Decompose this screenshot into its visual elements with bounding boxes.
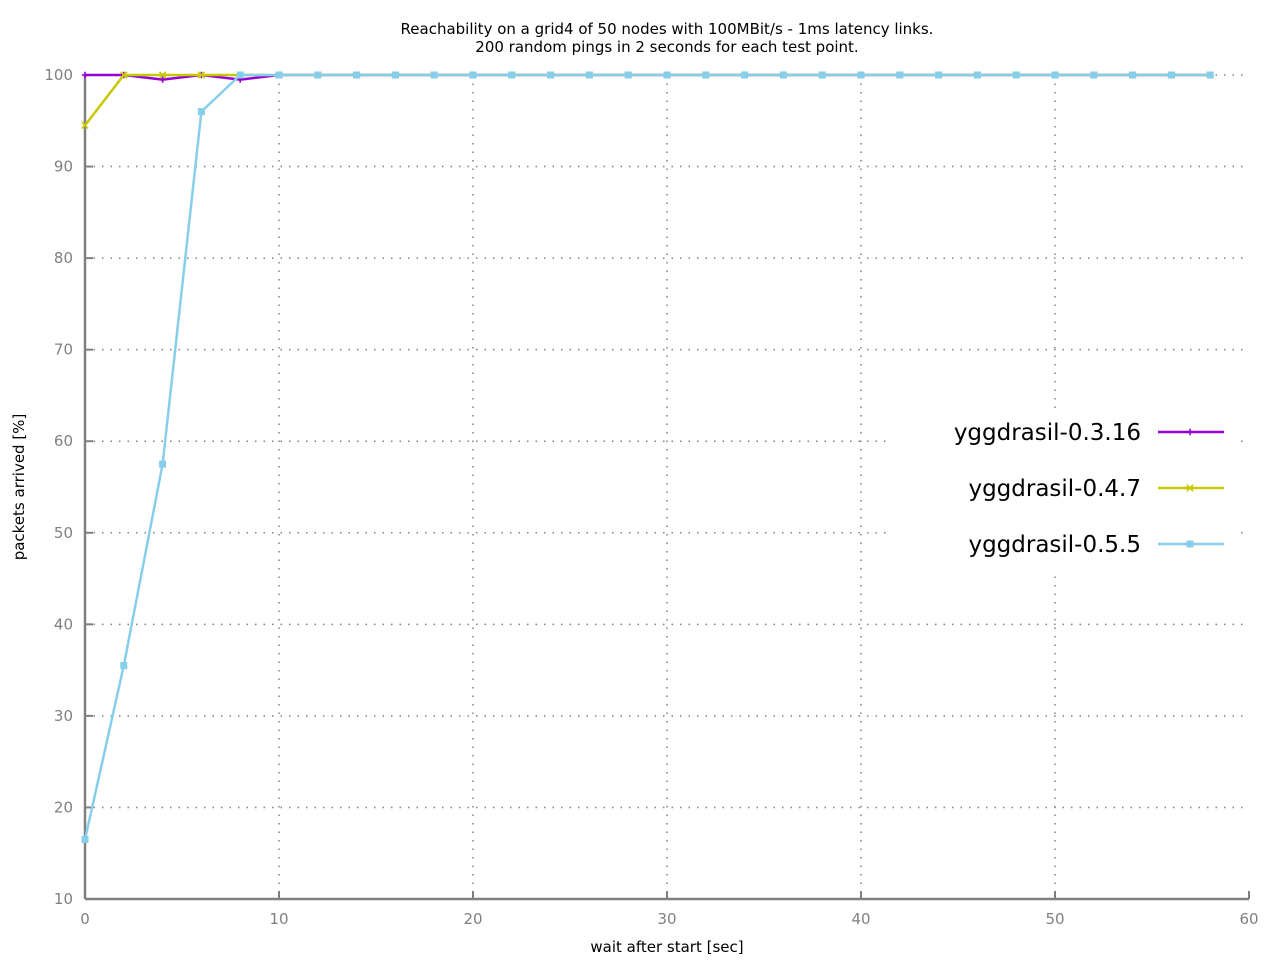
y-tick-label: 20	[54, 798, 73, 816]
data-point	[896, 71, 904, 79]
data-point	[818, 71, 826, 79]
data-point	[1167, 71, 1175, 79]
data-point	[1206, 71, 1214, 79]
data-point	[624, 71, 632, 79]
data-point	[585, 71, 593, 79]
data-point	[1012, 71, 1020, 79]
legend-label: yggdrasil-0.5.5	[968, 532, 1141, 558]
y-tick-label: 50	[54, 524, 73, 542]
tick-labels: 0 10 20 30 40 50 60 10 20 30 40 50 60 70 80 90 100	[44, 66, 1258, 928]
x-tick-label: 30	[657, 910, 676, 928]
y-tick-label: 70	[54, 341, 73, 359]
data-point	[935, 71, 943, 79]
data-point	[469, 71, 477, 79]
data-point	[159, 76, 166, 83]
legend-marker	[1186, 428, 1194, 436]
data-point	[197, 71, 206, 79]
data-point	[197, 108, 205, 116]
data-point	[1129, 71, 1137, 79]
data-point	[779, 71, 787, 79]
data-point	[391, 71, 399, 79]
data-point	[81, 121, 89, 130]
x-tick-label: 50	[1045, 910, 1064, 928]
data-point	[353, 71, 361, 79]
y-axis-label: packets arrived [%]	[10, 414, 28, 561]
axes	[83, 74, 1250, 901]
legend-marker	[1186, 484, 1194, 492]
data-point	[857, 71, 865, 79]
data-point	[430, 71, 438, 79]
data-point	[81, 835, 89, 843]
y-tick-label: 30	[54, 707, 73, 725]
x-tick-label: 10	[269, 910, 288, 928]
legend: yggdrasil-0.3.16 yggdrasil-0.4.7 yggdrasil…	[954, 420, 1224, 558]
series-yggdrasil-0.3.16	[81, 71, 1214, 83]
chart-title: Reachability on a grid4 of 50 nodes with…	[401, 20, 934, 56]
y-tick-label: 10	[54, 890, 73, 908]
data-point	[741, 71, 749, 79]
data-point	[663, 71, 671, 79]
data-point	[1051, 71, 1059, 79]
legend-marker	[1186, 540, 1194, 548]
data-point	[236, 71, 244, 79]
series-yggdrasil-0.5.5	[81, 71, 1214, 843]
series-line	[83, 73, 1211, 840]
chart-title-line-2: 200 random pings in 2 seconds for each t…	[475, 38, 858, 56]
data-point	[120, 662, 128, 670]
x-tick-label: 0	[80, 910, 90, 928]
x-tick-label: 20	[463, 910, 482, 928]
x-axis-label: wait after start [sec]	[590, 938, 743, 956]
data-point	[973, 71, 981, 79]
data-point	[314, 71, 322, 79]
data-point	[120, 71, 128, 79]
data-point	[508, 71, 516, 79]
legend-label: yggdrasil-0.3.16	[954, 420, 1141, 446]
data-point	[81, 71, 89, 79]
series-line	[84, 73, 1211, 127]
y-tick-label: 40	[54, 615, 73, 633]
y-tick-label: 100	[44, 66, 73, 84]
y-tick-label: 60	[54, 432, 73, 450]
x-tick-label: 40	[851, 910, 870, 928]
y-tick-label: 80	[54, 249, 73, 267]
series-yggdrasil-0.4.7	[81, 71, 1214, 130]
series-group	[81, 71, 1214, 843]
data-point	[158, 71, 167, 79]
y-tick-label: 90	[54, 158, 73, 176]
chart-title-line-1: Reachability on a grid4 of 50 nodes with…	[401, 20, 934, 38]
data-point	[547, 71, 555, 79]
data-point	[159, 460, 167, 468]
x-tick-label: 60	[1239, 910, 1258, 928]
data-point	[275, 71, 283, 79]
data-point	[702, 71, 710, 79]
data-point	[1090, 71, 1098, 79]
legend-label: yggdrasil-0.4.7	[968, 476, 1141, 502]
